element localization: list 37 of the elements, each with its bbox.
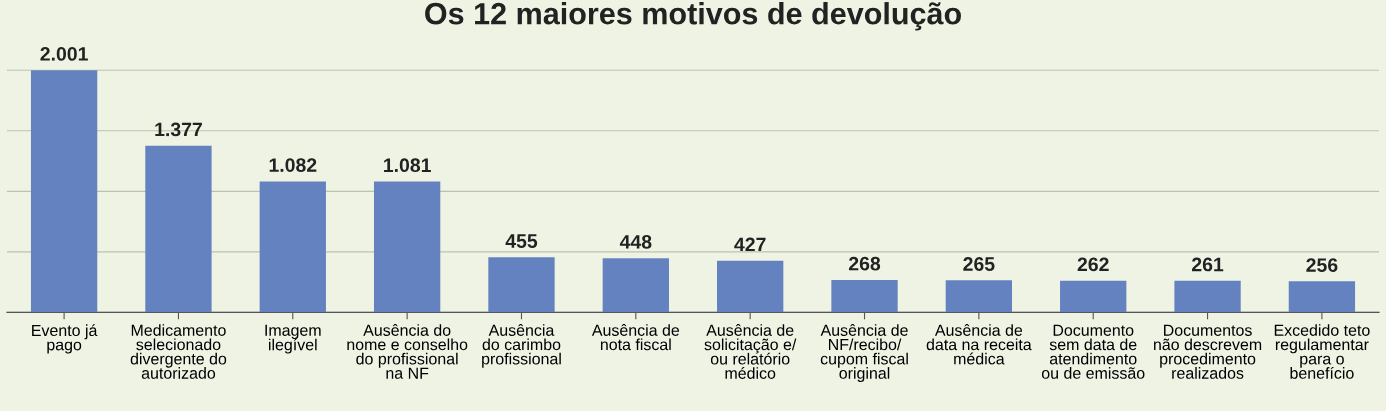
bar bbox=[1174, 280, 1241, 313]
data-label: 455 bbox=[505, 234, 538, 248]
bar bbox=[831, 279, 898, 313]
chart-title: Os 12 maiores motivos de devolução bbox=[425, 2, 961, 31]
bar bbox=[1288, 281, 1356, 313]
data-label: 1.082 bbox=[269, 158, 317, 172]
x-tick-label: Ausência de data na receita médica bbox=[926, 324, 1032, 365]
data-label: 261 bbox=[1192, 257, 1224, 272]
data-label: 1.081 bbox=[384, 158, 431, 173]
x-tick-label: Ausência de nota fiscal bbox=[591, 324, 680, 351]
x-tick-label: Excedido teto regulamentar para o benefício bbox=[1274, 324, 1370, 379]
x-tick-label: Ausência de NF/recibo/ cupom fiscal original bbox=[820, 324, 908, 382]
x-tick-label: Medicamento selecionado divergente do autorizado bbox=[130, 324, 227, 379]
data-label: 448 bbox=[619, 234, 652, 249]
x-tick-label: Evento já pago bbox=[32, 324, 98, 354]
bar bbox=[488, 257, 555, 313]
x-tick-label: Ausência do nome e conselho do profissional na NF bbox=[347, 324, 468, 379]
bar bbox=[373, 181, 441, 313]
x-tick-label: Documento sem data de atendimento ou de emissão bbox=[1041, 324, 1145, 379]
data-label: 256 bbox=[1306, 258, 1338, 272]
bar bbox=[30, 70, 98, 313]
bar bbox=[145, 145, 212, 313]
x-tick-label: Imagem ilegível bbox=[265, 324, 321, 354]
data-label: 2.001 bbox=[40, 47, 88, 61]
data-label: 268 bbox=[848, 256, 881, 271]
bar bbox=[259, 181, 326, 313]
data-label: 262 bbox=[1077, 257, 1109, 272]
bar bbox=[602, 258, 669, 313]
data-label: 265 bbox=[963, 257, 995, 271]
bar bbox=[1060, 280, 1127, 313]
x-tick-label: Ausência do carimbo profissional bbox=[482, 324, 561, 368]
bar bbox=[945, 280, 1013, 313]
data-label: 1.377 bbox=[155, 122, 202, 137]
x-tick-label: Documentos não descrevem procedimento realizados bbox=[1154, 324, 1262, 379]
bar bbox=[717, 260, 784, 313]
x-tick-label: Ausência de solicitação e/ ou relatório médico bbox=[704, 324, 797, 379]
data-label: 427 bbox=[734, 237, 766, 252]
